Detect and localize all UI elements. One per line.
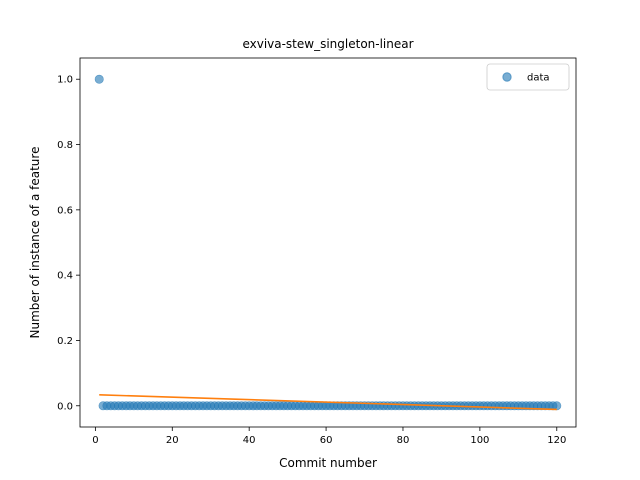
x-axis-ticks: 0 20 40 60 80 100 120 [92,427,566,446]
data-point [552,401,562,411]
y-axis-label: Number of instance of a feature [28,147,42,339]
y-tick-label: 1.0 [57,75,73,86]
chart-title: exviva-stew_singleton-linear [242,37,413,51]
x-axis-label: Commit number [279,456,377,470]
y-tick-label: 0.0 [57,401,73,412]
y-tick-label: 0.4 [57,271,73,282]
y-tick-label: 0.8 [57,140,73,151]
y-tick-label: 0.6 [57,205,73,216]
x-tick-label: 20 [166,435,179,446]
x-tick-label: 120 [547,435,566,446]
legend: data [486,63,570,91]
x-tick-label: 0 [92,435,98,446]
y-axis-ticks: 0.0 0.2 0.4 0.6 0.8 1.0 [57,75,80,412]
plot-area [79,57,577,428]
legend-box [486,63,570,91]
legend-label: data [527,73,550,84]
axes-frame [79,57,577,428]
y-tick-label: 0.2 [57,336,73,347]
x-tick-label: 40 [243,435,256,446]
axes-background [80,58,576,427]
x-tick-label: 80 [397,435,410,446]
x-tick-label: 60 [320,435,333,446]
trend-line [99,394,557,411]
legend-marker [502,72,512,82]
x-tick-label: 100 [470,435,489,446]
data-point [94,74,104,84]
